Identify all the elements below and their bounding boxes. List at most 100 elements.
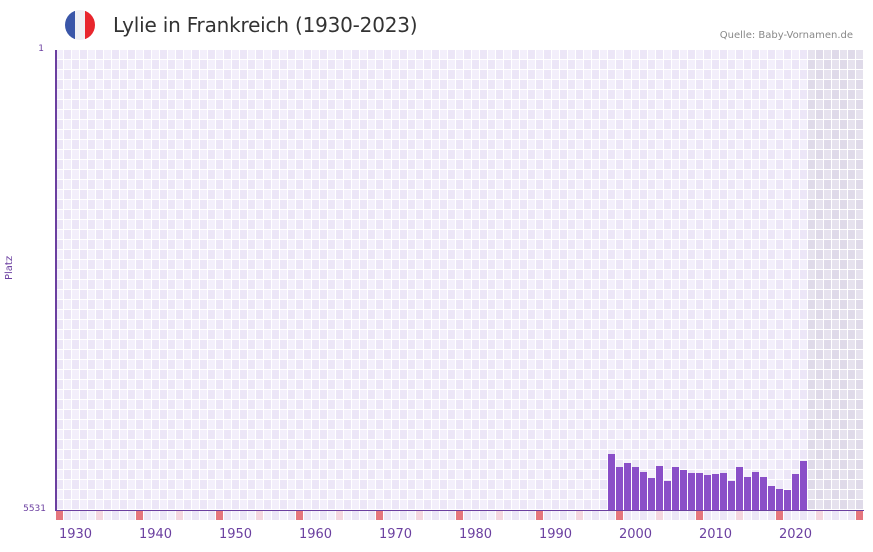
grid-cell [312, 430, 319, 439]
grid-cell [608, 70, 615, 79]
grid-cell [720, 300, 727, 309]
grid-cell [688, 260, 695, 269]
bar-2010[interactable] [712, 473, 719, 510]
grid-cell [224, 360, 231, 369]
grid-cell [392, 260, 399, 269]
grid-cell [496, 170, 503, 179]
grid-cell [792, 190, 799, 199]
grid-cell [656, 380, 663, 389]
grid-cell [704, 400, 711, 409]
grid-cell [656, 210, 663, 219]
grid-cell [272, 170, 279, 179]
grid-cell [304, 390, 311, 399]
grid-cell [72, 390, 79, 399]
bar-2019[interactable] [784, 489, 791, 510]
grid-cell [648, 310, 655, 319]
grid-cell [464, 460, 471, 469]
grid-cell [544, 140, 551, 149]
bar-2016[interactable] [760, 476, 767, 510]
grid-cell [784, 400, 791, 409]
grid-cell [800, 140, 807, 149]
grid-cell [200, 200, 207, 209]
grid-cell [664, 350, 671, 359]
grid-cell [328, 240, 335, 249]
grid-cell [696, 270, 703, 279]
bar-2008[interactable] [696, 472, 703, 510]
bar-2018[interactable] [776, 488, 783, 510]
grid-cell [552, 350, 559, 359]
bar-1997[interactable] [608, 454, 615, 510]
grid-cell [432, 430, 439, 439]
grid-cell [416, 440, 423, 449]
year-marker [496, 511, 503, 520]
grid-cell [832, 270, 839, 279]
grid-cell [704, 320, 711, 329]
bar-2007[interactable] [688, 472, 695, 510]
grid-cell [312, 230, 319, 239]
bar-2009[interactable] [704, 474, 711, 510]
bar-2014[interactable] [744, 476, 751, 510]
bar-1998[interactable] [616, 466, 623, 510]
grid-cell [232, 460, 239, 469]
grid-cell [752, 230, 759, 239]
grid-cell [696, 300, 703, 309]
bar-2006[interactable] [680, 469, 687, 510]
grid-cell [608, 410, 615, 419]
grid-cell [552, 130, 559, 139]
year-marker [792, 511, 799, 520]
grid-cell [400, 410, 407, 419]
bar-2021[interactable] [800, 461, 807, 510]
grid-cell [200, 60, 207, 69]
grid-cell [840, 210, 847, 219]
grid-cell [112, 120, 119, 129]
bar-2000[interactable] [632, 466, 639, 510]
grid-cell [296, 420, 303, 429]
bar-2001[interactable] [640, 471, 647, 510]
grid-cell [208, 420, 215, 429]
grid-cell [136, 130, 143, 139]
grid-cell [416, 250, 423, 259]
bar-2015[interactable] [752, 471, 759, 510]
grid-cell [224, 300, 231, 309]
bar-2020[interactable] [792, 473, 799, 510]
grid-cell [176, 410, 183, 419]
grid-cell [72, 160, 79, 169]
year-marker [512, 511, 519, 520]
grid-cell [472, 90, 479, 99]
grid-cell [440, 290, 447, 299]
grid-cell [400, 320, 407, 329]
grid-cell [672, 390, 679, 399]
grid-cell [144, 380, 151, 389]
grid-cell [744, 90, 751, 99]
grid-cell [816, 420, 823, 429]
bar-2017[interactable] [768, 485, 775, 510]
grid-cell [712, 200, 719, 209]
grid-cell [432, 60, 439, 69]
grid-cell [344, 140, 351, 149]
grid-cell [312, 140, 319, 149]
bar-1999[interactable] [624, 463, 631, 510]
bar-2004[interactable] [664, 480, 671, 510]
bar-2005[interactable] [672, 466, 679, 510]
grid-cell [720, 380, 727, 389]
grid-cell [616, 210, 623, 219]
grid-cell [592, 90, 599, 99]
grid-cell [536, 220, 543, 229]
grid-cell [376, 50, 383, 59]
bar-2011[interactable] [720, 472, 727, 510]
grid-cell [240, 220, 247, 229]
grid-cell [824, 420, 831, 429]
grid-cell [560, 80, 567, 89]
grid-cell [744, 110, 751, 119]
grid-cell [400, 500, 407, 509]
grid-cell [504, 310, 511, 319]
bar-2003[interactable] [656, 465, 663, 510]
grid-cell [192, 260, 199, 269]
grid-cell [64, 220, 71, 229]
grid-cell [456, 230, 463, 239]
grid-cell [536, 310, 543, 319]
bar-2002[interactable] [648, 477, 655, 510]
bar-2012[interactable] [728, 480, 735, 510]
grid-cell [528, 370, 535, 379]
bar-2013[interactable] [736, 466, 743, 510]
